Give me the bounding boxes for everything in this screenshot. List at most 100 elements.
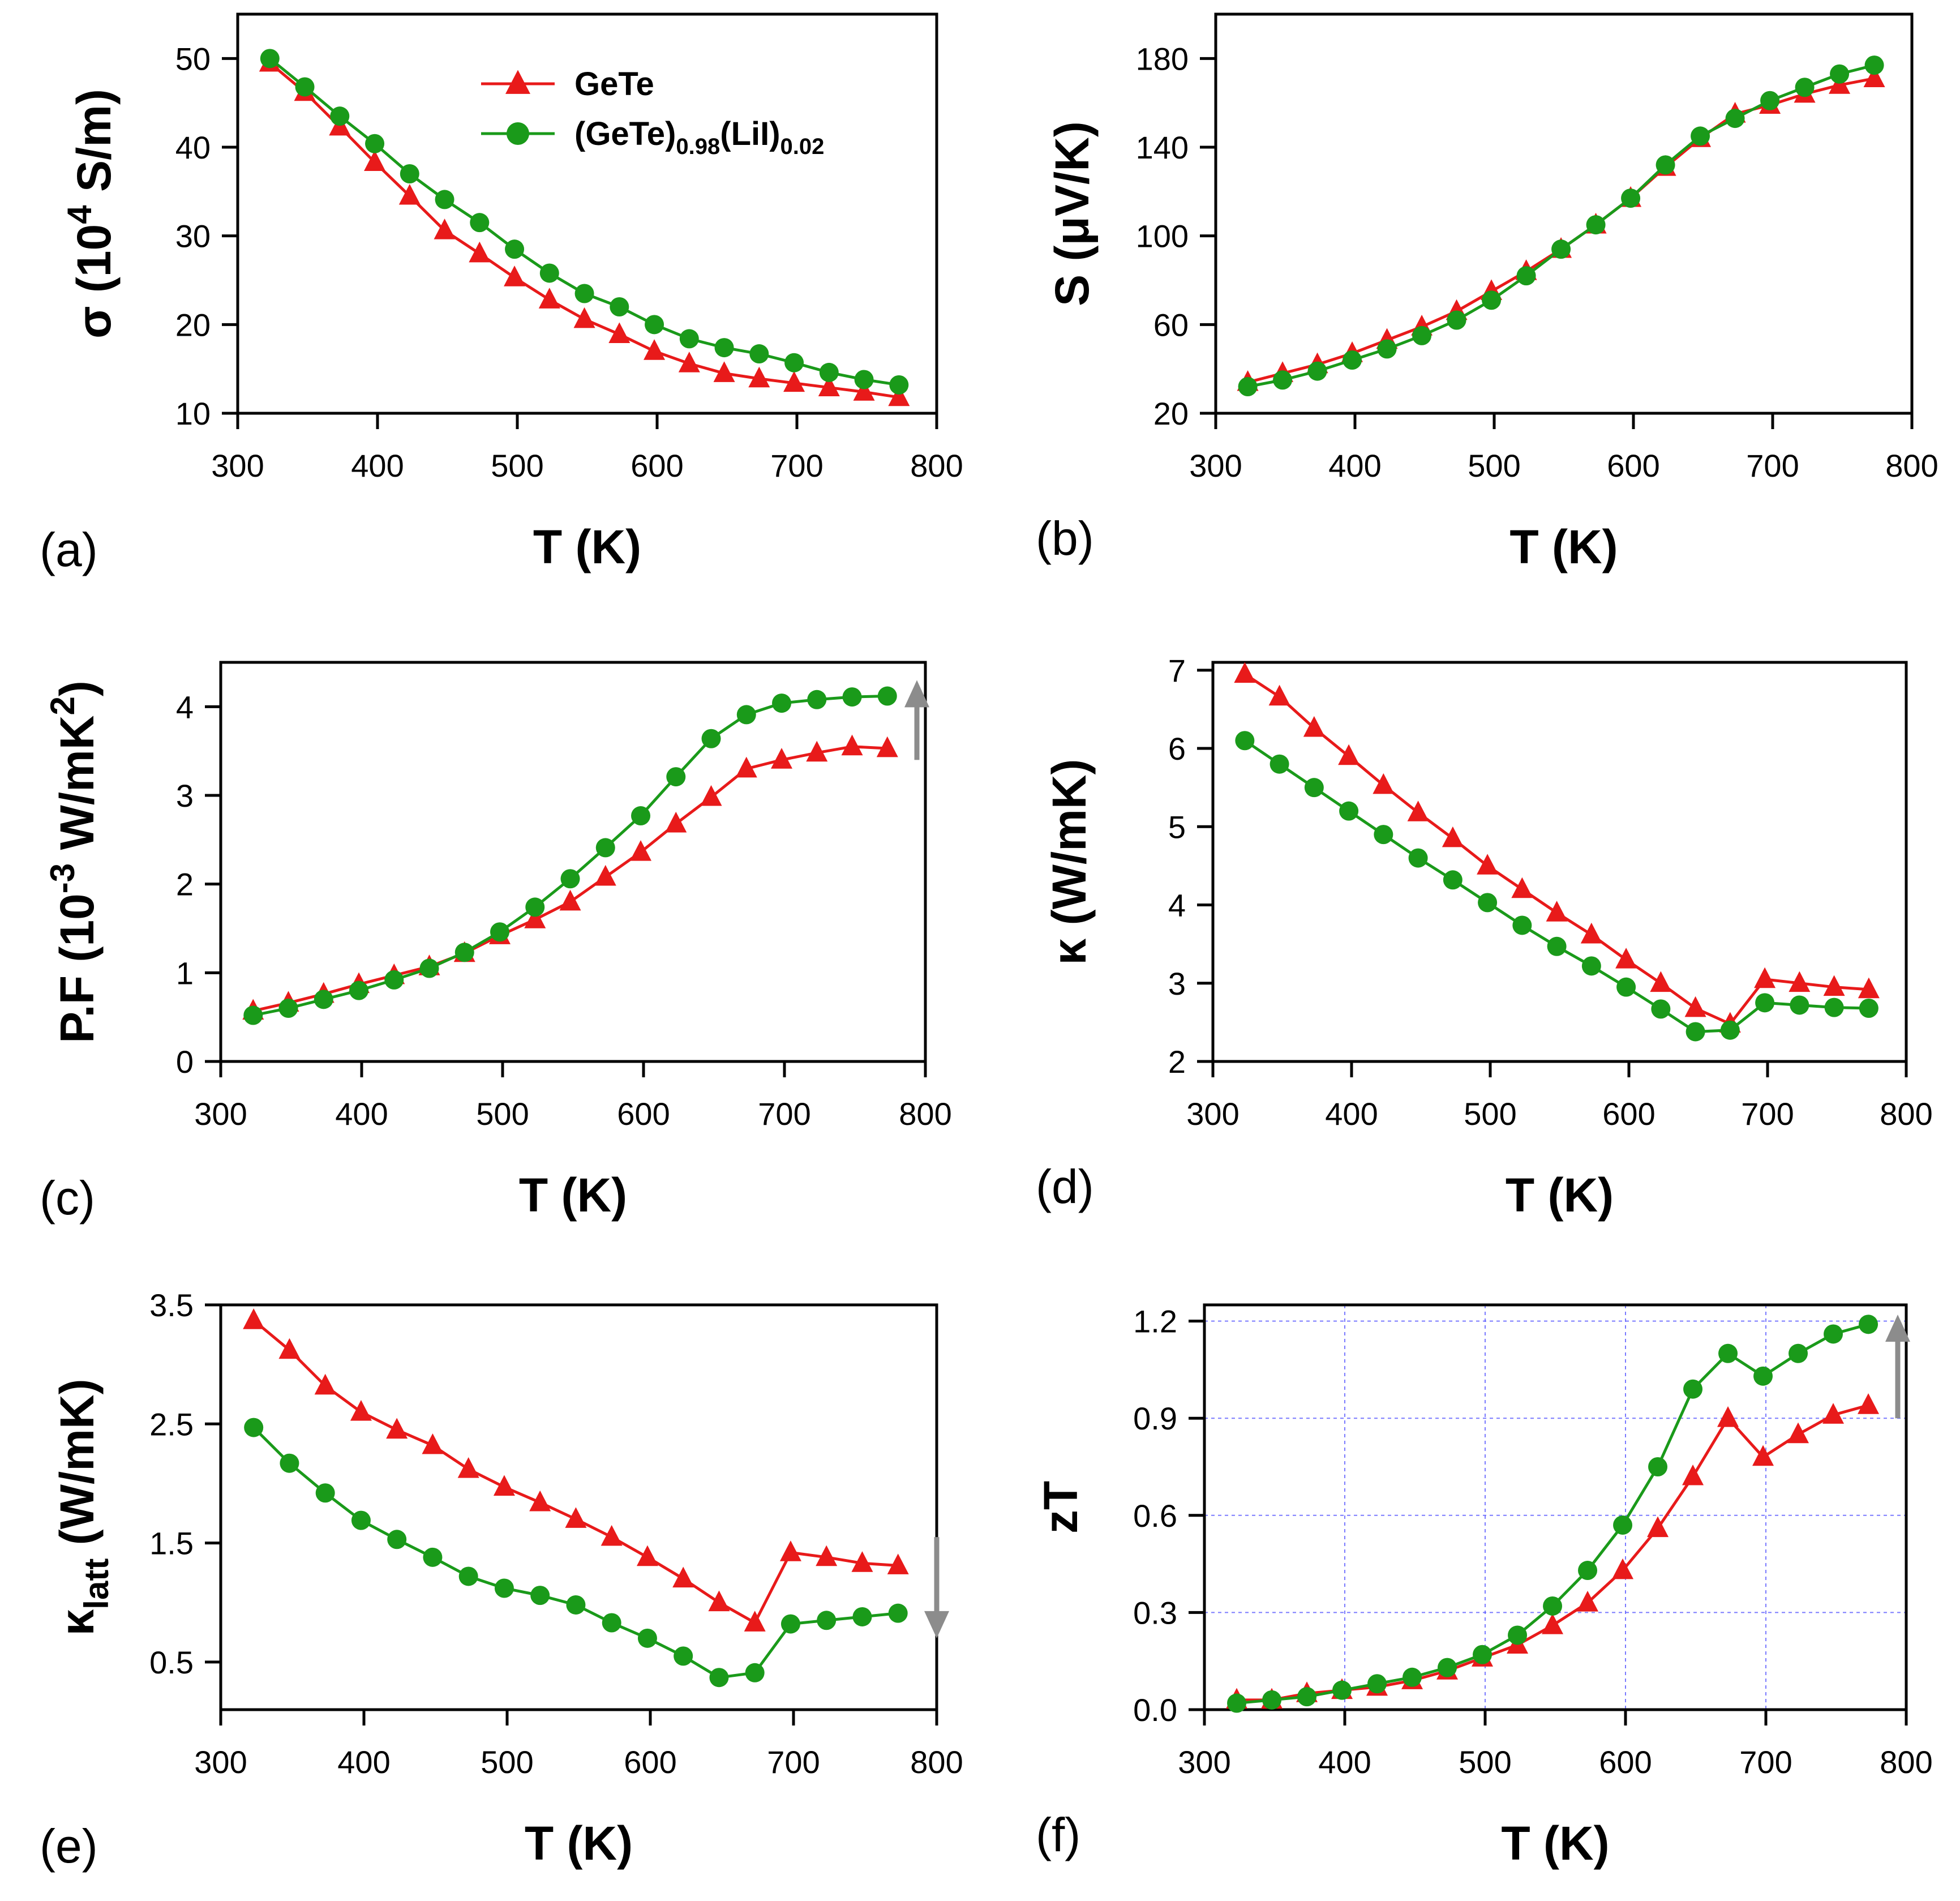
data-point-gete xyxy=(1787,1422,1809,1444)
y-label-main: σ (10 xyxy=(67,224,121,339)
plot-frame xyxy=(1211,661,1908,1063)
data-point-doped xyxy=(1720,1020,1740,1040)
data-point-doped xyxy=(1443,870,1463,890)
data-point-doped xyxy=(1581,956,1601,976)
y-label-sup2: 2 xyxy=(44,696,82,715)
data-point-doped xyxy=(400,164,419,183)
data-point-doped xyxy=(1864,55,1884,75)
data-point-doped xyxy=(1753,1366,1773,1386)
y-tick-label: 0.5 xyxy=(149,1645,194,1680)
data-point-doped xyxy=(1718,1343,1738,1363)
y-tick-label: 6 xyxy=(1168,731,1186,767)
x-tick-label: 300 xyxy=(194,1744,247,1780)
data-point-doped xyxy=(435,190,454,209)
y-tick-label: 2.5 xyxy=(149,1406,194,1442)
y-tick-label: 1.2 xyxy=(1133,1304,1177,1339)
y-tick-label: 20 xyxy=(175,307,211,342)
data-point-doped xyxy=(602,1613,621,1633)
data-point-gete xyxy=(888,385,910,406)
data-point-doped xyxy=(1795,78,1815,97)
y-tick-label: 30 xyxy=(175,219,211,254)
series-line-gete xyxy=(1247,77,1875,384)
data-point-doped xyxy=(1273,370,1293,390)
panel-e: 300 400 500 600 700 800 0.5 1.5 2.5 3.5 T (K) κlatt… xyxy=(40,1287,963,1873)
data-point-gete xyxy=(1303,716,1325,737)
data-point-doped xyxy=(666,767,686,787)
data-point-doped xyxy=(505,239,525,259)
data-point-gete xyxy=(887,1553,909,1574)
y-label-sup: -3 xyxy=(44,863,82,893)
data-point-doped xyxy=(1412,326,1432,345)
x-axis-label: T (K) xyxy=(1509,520,1618,573)
data-point-doped xyxy=(244,1418,264,1437)
x-tick-label: 600 xyxy=(1599,1744,1652,1780)
data-point-gete xyxy=(1442,826,1464,847)
data-point-gete xyxy=(748,366,770,388)
x-tick-label: 800 xyxy=(1880,1096,1932,1132)
data-point-doped xyxy=(1543,1596,1563,1616)
data-point-gete xyxy=(364,150,386,172)
x-tick-label: 700 xyxy=(1741,1096,1794,1132)
y-tick-label: 3.5 xyxy=(149,1287,194,1323)
data-point-doped xyxy=(749,344,769,364)
data-point-gete xyxy=(1650,971,1672,992)
data-point-doped xyxy=(280,1453,299,1473)
data-point-doped xyxy=(1824,997,1844,1017)
data-point-doped xyxy=(1447,310,1466,330)
data-point-gete xyxy=(1268,684,1290,706)
data-point-gete xyxy=(851,1551,873,1572)
data-point-doped xyxy=(494,1578,514,1598)
x-tick-label: 400 xyxy=(351,448,404,483)
data-point-gete xyxy=(1612,1558,1634,1579)
data-point-gete xyxy=(644,339,666,360)
x-axis-label: T (K) xyxy=(1506,1168,1614,1222)
data-point-doped xyxy=(1508,1625,1528,1645)
x-tick-label: 700 xyxy=(1746,448,1799,483)
x-tick-label: 300 xyxy=(1189,448,1242,483)
data-point-gete xyxy=(1858,977,1880,999)
data-point-doped xyxy=(1438,1658,1457,1677)
data-point-gete xyxy=(853,380,875,401)
data-point-gete xyxy=(1752,1445,1774,1466)
y-label-main: κ (W/mK) xyxy=(1043,759,1096,965)
data-point-doped xyxy=(877,686,897,706)
data-point-doped xyxy=(1685,1022,1705,1042)
data-point-doped xyxy=(1482,290,1502,310)
data-point-gete xyxy=(243,1308,265,1329)
plot-frame xyxy=(219,1303,938,1711)
data-point-gete xyxy=(672,1566,694,1588)
y-tick-label: 20 xyxy=(1153,396,1189,431)
y-axis-label: zT xyxy=(1034,1481,1087,1534)
y-tick-label: 50 xyxy=(175,41,211,76)
x-tick-label: 600 xyxy=(1602,1096,1655,1132)
x-tick-label: 600 xyxy=(1607,448,1659,483)
data-point-doped xyxy=(610,297,629,316)
data-point-gete xyxy=(1717,1406,1739,1427)
series-line-gete xyxy=(1237,1403,1869,1702)
data-point-gete xyxy=(783,371,805,392)
data-point-gete xyxy=(1615,948,1637,969)
x-axis-label: T (K) xyxy=(533,520,641,573)
data-point-doped xyxy=(1403,1667,1422,1687)
data-point-doped xyxy=(470,213,490,233)
data-point-doped xyxy=(419,958,439,978)
data-point-gete xyxy=(278,1338,301,1359)
data-point-doped xyxy=(1648,1457,1668,1476)
data-point-doped xyxy=(1613,1515,1633,1535)
data-point-doped xyxy=(736,705,756,725)
data-point-doped xyxy=(243,1005,263,1025)
data-point-doped xyxy=(315,1483,335,1503)
data-point-doped xyxy=(674,1646,693,1666)
data-point-doped xyxy=(817,1611,837,1630)
data-point-doped xyxy=(1859,999,1878,1018)
plot-frame xyxy=(1203,1303,1908,1711)
panel-b: 300 400 500 600 700 800 20 60 100 140 180 T (K) S (μ… xyxy=(1036,12,1938,573)
y-tick-label: 3 xyxy=(176,778,194,814)
x-tick-label: 400 xyxy=(335,1096,388,1132)
data-point-doped xyxy=(854,370,874,389)
data-point-gete xyxy=(601,1525,623,1546)
data-point-gete xyxy=(504,266,526,286)
data-point-doped xyxy=(1304,778,1324,798)
data-point-doped xyxy=(560,869,580,889)
